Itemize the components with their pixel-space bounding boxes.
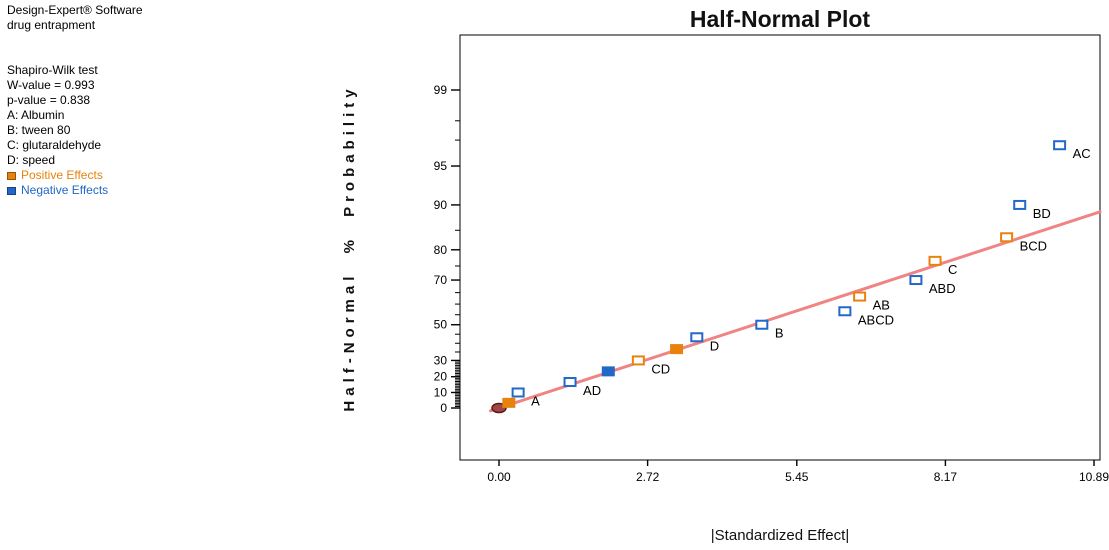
negative-effects-marker-icon: [7, 186, 16, 195]
factor-d-label: D: speed: [7, 153, 56, 167]
effect-point-label: BD: [1033, 206, 1051, 221]
software-title: Design-Expert® Software: [7, 3, 143, 17]
x-tick-label: 0.00: [487, 470, 511, 484]
y-axis-label: Half-Normal % Probability: [341, 84, 358, 412]
y-tick-label: 50: [434, 318, 448, 332]
effect-point-label: A: [531, 393, 540, 408]
legend-positive-label: Positive Effects: [21, 168, 103, 182]
effect-point-label: CD: [651, 361, 670, 376]
plot-border: [459, 34, 1101, 461]
effect-point[interactable]: [631, 355, 645, 366]
effect-point[interactable]: [928, 255, 942, 266]
effect-point[interactable]: [511, 387, 525, 398]
effect-point[interactable]: [563, 377, 577, 388]
shapiro-wilk-label: Shapiro-Wilk test: [7, 63, 98, 77]
y-tick-label: 95: [434, 159, 448, 173]
fit-line: [488, 210, 1102, 413]
effect-point[interactable]: [1013, 199, 1027, 210]
effect-point[interactable]: [838, 306, 852, 317]
y-tick-label: 70: [434, 273, 448, 287]
x-axis-label: |Standardized Effect|: [710, 527, 850, 544]
y-tick-label: 20: [434, 370, 448, 384]
legend-negative-label: Negative Effects: [21, 183, 109, 197]
effect-point[interactable]: [670, 344, 684, 355]
effect-point-label: AB: [873, 298, 890, 313]
effect-point[interactable]: [909, 275, 923, 286]
factor-b-label: B: tween 80: [7, 123, 71, 137]
effect-point-label: BCD: [1020, 238, 1047, 253]
x-tick-label: 5.45: [785, 470, 809, 484]
effect-point[interactable]: [853, 291, 867, 302]
panel-spacer: [7, 33, 143, 63]
effect-point[interactable]: [755, 319, 769, 330]
legend-negative-effects: Negative Effects: [7, 183, 143, 198]
effect-point-label: D: [710, 338, 719, 353]
y-tick-label: 90: [434, 198, 448, 212]
response-name: drug entrapment: [7, 18, 96, 32]
y-tick-label: 10: [434, 385, 448, 399]
factor-c-label: C: glutaraldehyde: [7, 138, 102, 152]
x-tick-label: 2.72: [636, 470, 660, 484]
x-tick-label: 8.17: [934, 470, 958, 484]
effect-point-label: AC: [1073, 146, 1091, 161]
effect-point-label: ABCD: [858, 312, 894, 327]
effect-point[interactable]: [601, 366, 615, 377]
w-value: W-value = 0.993: [7, 78, 95, 92]
effect-point[interactable]: [690, 332, 704, 343]
positive-effects-marker-icon: [7, 171, 16, 180]
y-tick-label: 99: [434, 83, 448, 97]
info-panel: Design-Expert® Software drug entrapment …: [7, 3, 143, 198]
y-tick-label: 0: [440, 401, 447, 415]
y-tick-label: 30: [434, 353, 448, 367]
y-tick-label: 80: [434, 243, 448, 257]
effect-point-label: C: [948, 262, 957, 277]
effect-point-label: B: [775, 326, 784, 341]
effect-point-label: ABD: [929, 281, 956, 296]
effect-point[interactable]: [1053, 140, 1067, 151]
chart-title: Half-Normal Plot: [689, 6, 871, 32]
factor-a-label: A: Albumin: [7, 108, 65, 122]
x-tick-label: 10.89: [1079, 470, 1109, 484]
legend-positive-effects: Positive Effects: [7, 168, 143, 183]
p-value: p-value = 0.838: [7, 93, 91, 107]
effect-point-label: AD: [583, 383, 601, 398]
effect-point[interactable]: [502, 397, 516, 408]
effect-point[interactable]: [1000, 232, 1014, 243]
